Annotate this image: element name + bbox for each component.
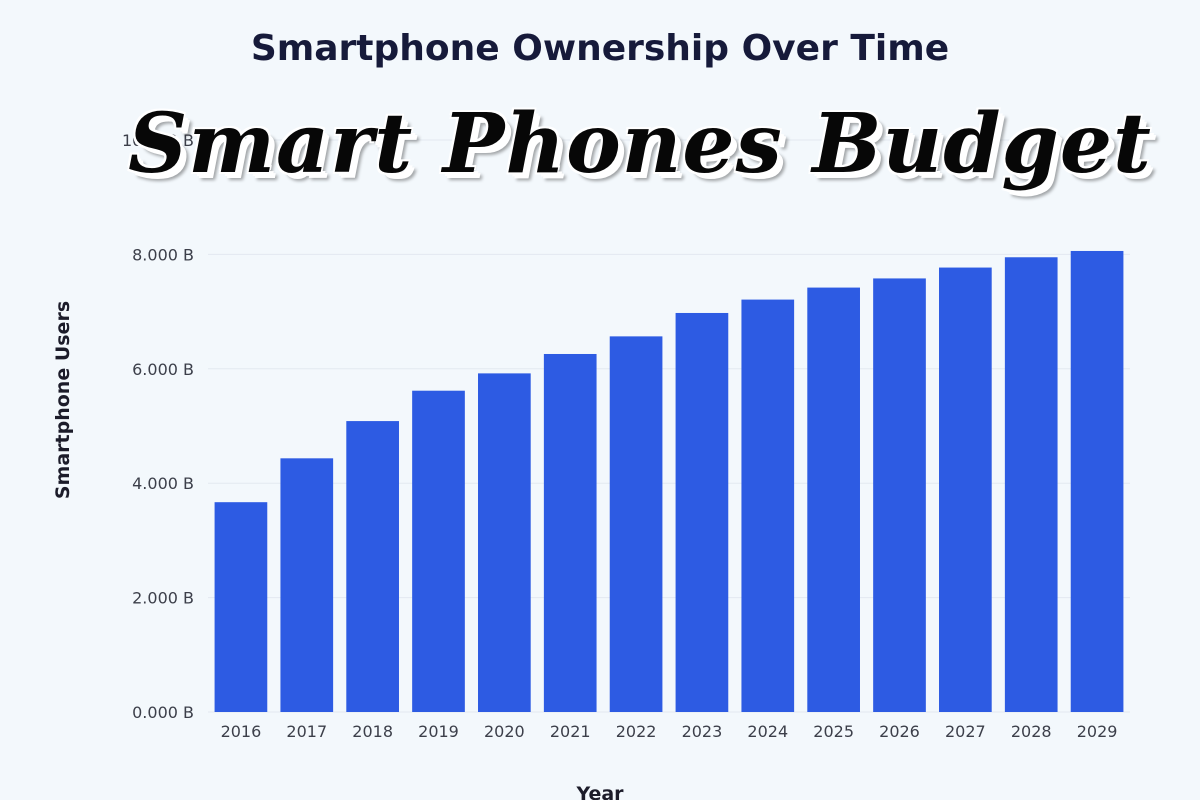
x-tick-label: 2023 <box>682 722 723 741</box>
bars <box>214 250 1124 712</box>
x-tick-label: 2029 <box>1077 722 1118 741</box>
x-axis-tick-labels: 2016 2017 2018 2019 2020 2021 2022 2023 2024 2025… <box>221 722 1118 741</box>
x-tick-label: 2019 <box>418 722 459 741</box>
x-tick-label: 2027 <box>945 722 986 741</box>
bar-2027 <box>939 267 992 712</box>
y-tick-label: 10.000 B <box>122 131 194 150</box>
x-tick-label: 2022 <box>616 722 657 741</box>
y-axis-tick-labels: 0.000 B 2.000 B 4.000 B 6.000 B 8.000 B 10.00… <box>122 131 194 722</box>
x-tick-label: 2026 <box>879 722 920 741</box>
y-tick-label: 6.000 B <box>132 360 194 379</box>
bar-2022 <box>609 336 663 712</box>
x-tick-label: 2020 <box>484 722 525 741</box>
bar-2023 <box>675 312 729 712</box>
x-tick-label: 2017 <box>286 722 327 741</box>
bar-2025 <box>807 287 860 712</box>
y-tick-label: 2.000 B <box>132 589 194 608</box>
chart-title: Smartphone Ownership Over Time <box>251 28 949 69</box>
x-axis-title: Year <box>575 783 624 800</box>
bar-2021 <box>543 353 597 712</box>
x-tick-label: 2016 <box>221 722 262 741</box>
bar-2016 <box>214 502 268 712</box>
y-tick-label: 8.000 B <box>132 245 194 264</box>
bar-2020 <box>478 373 531 712</box>
bar-2026 <box>873 278 926 712</box>
x-tick-label: 2018 <box>352 722 393 741</box>
x-tick-label: 2024 <box>747 722 788 741</box>
x-tick-label: 2025 <box>813 722 854 741</box>
y-axis-title: Smartphone Users <box>52 301 74 499</box>
y-tick-label: 4.000 B <box>132 474 194 493</box>
bar-2018 <box>346 421 399 712</box>
y-tick-label: 0.000 B <box>132 703 194 722</box>
bar-2028 <box>1004 257 1058 712</box>
bar-2029 <box>1070 250 1124 712</box>
bar-2017 <box>280 458 334 712</box>
x-tick-label: 2028 <box>1011 722 1052 741</box>
x-tick-label: 2021 <box>550 722 591 741</box>
bar-2019 <box>412 390 465 712</box>
bar-2024 <box>741 299 795 712</box>
